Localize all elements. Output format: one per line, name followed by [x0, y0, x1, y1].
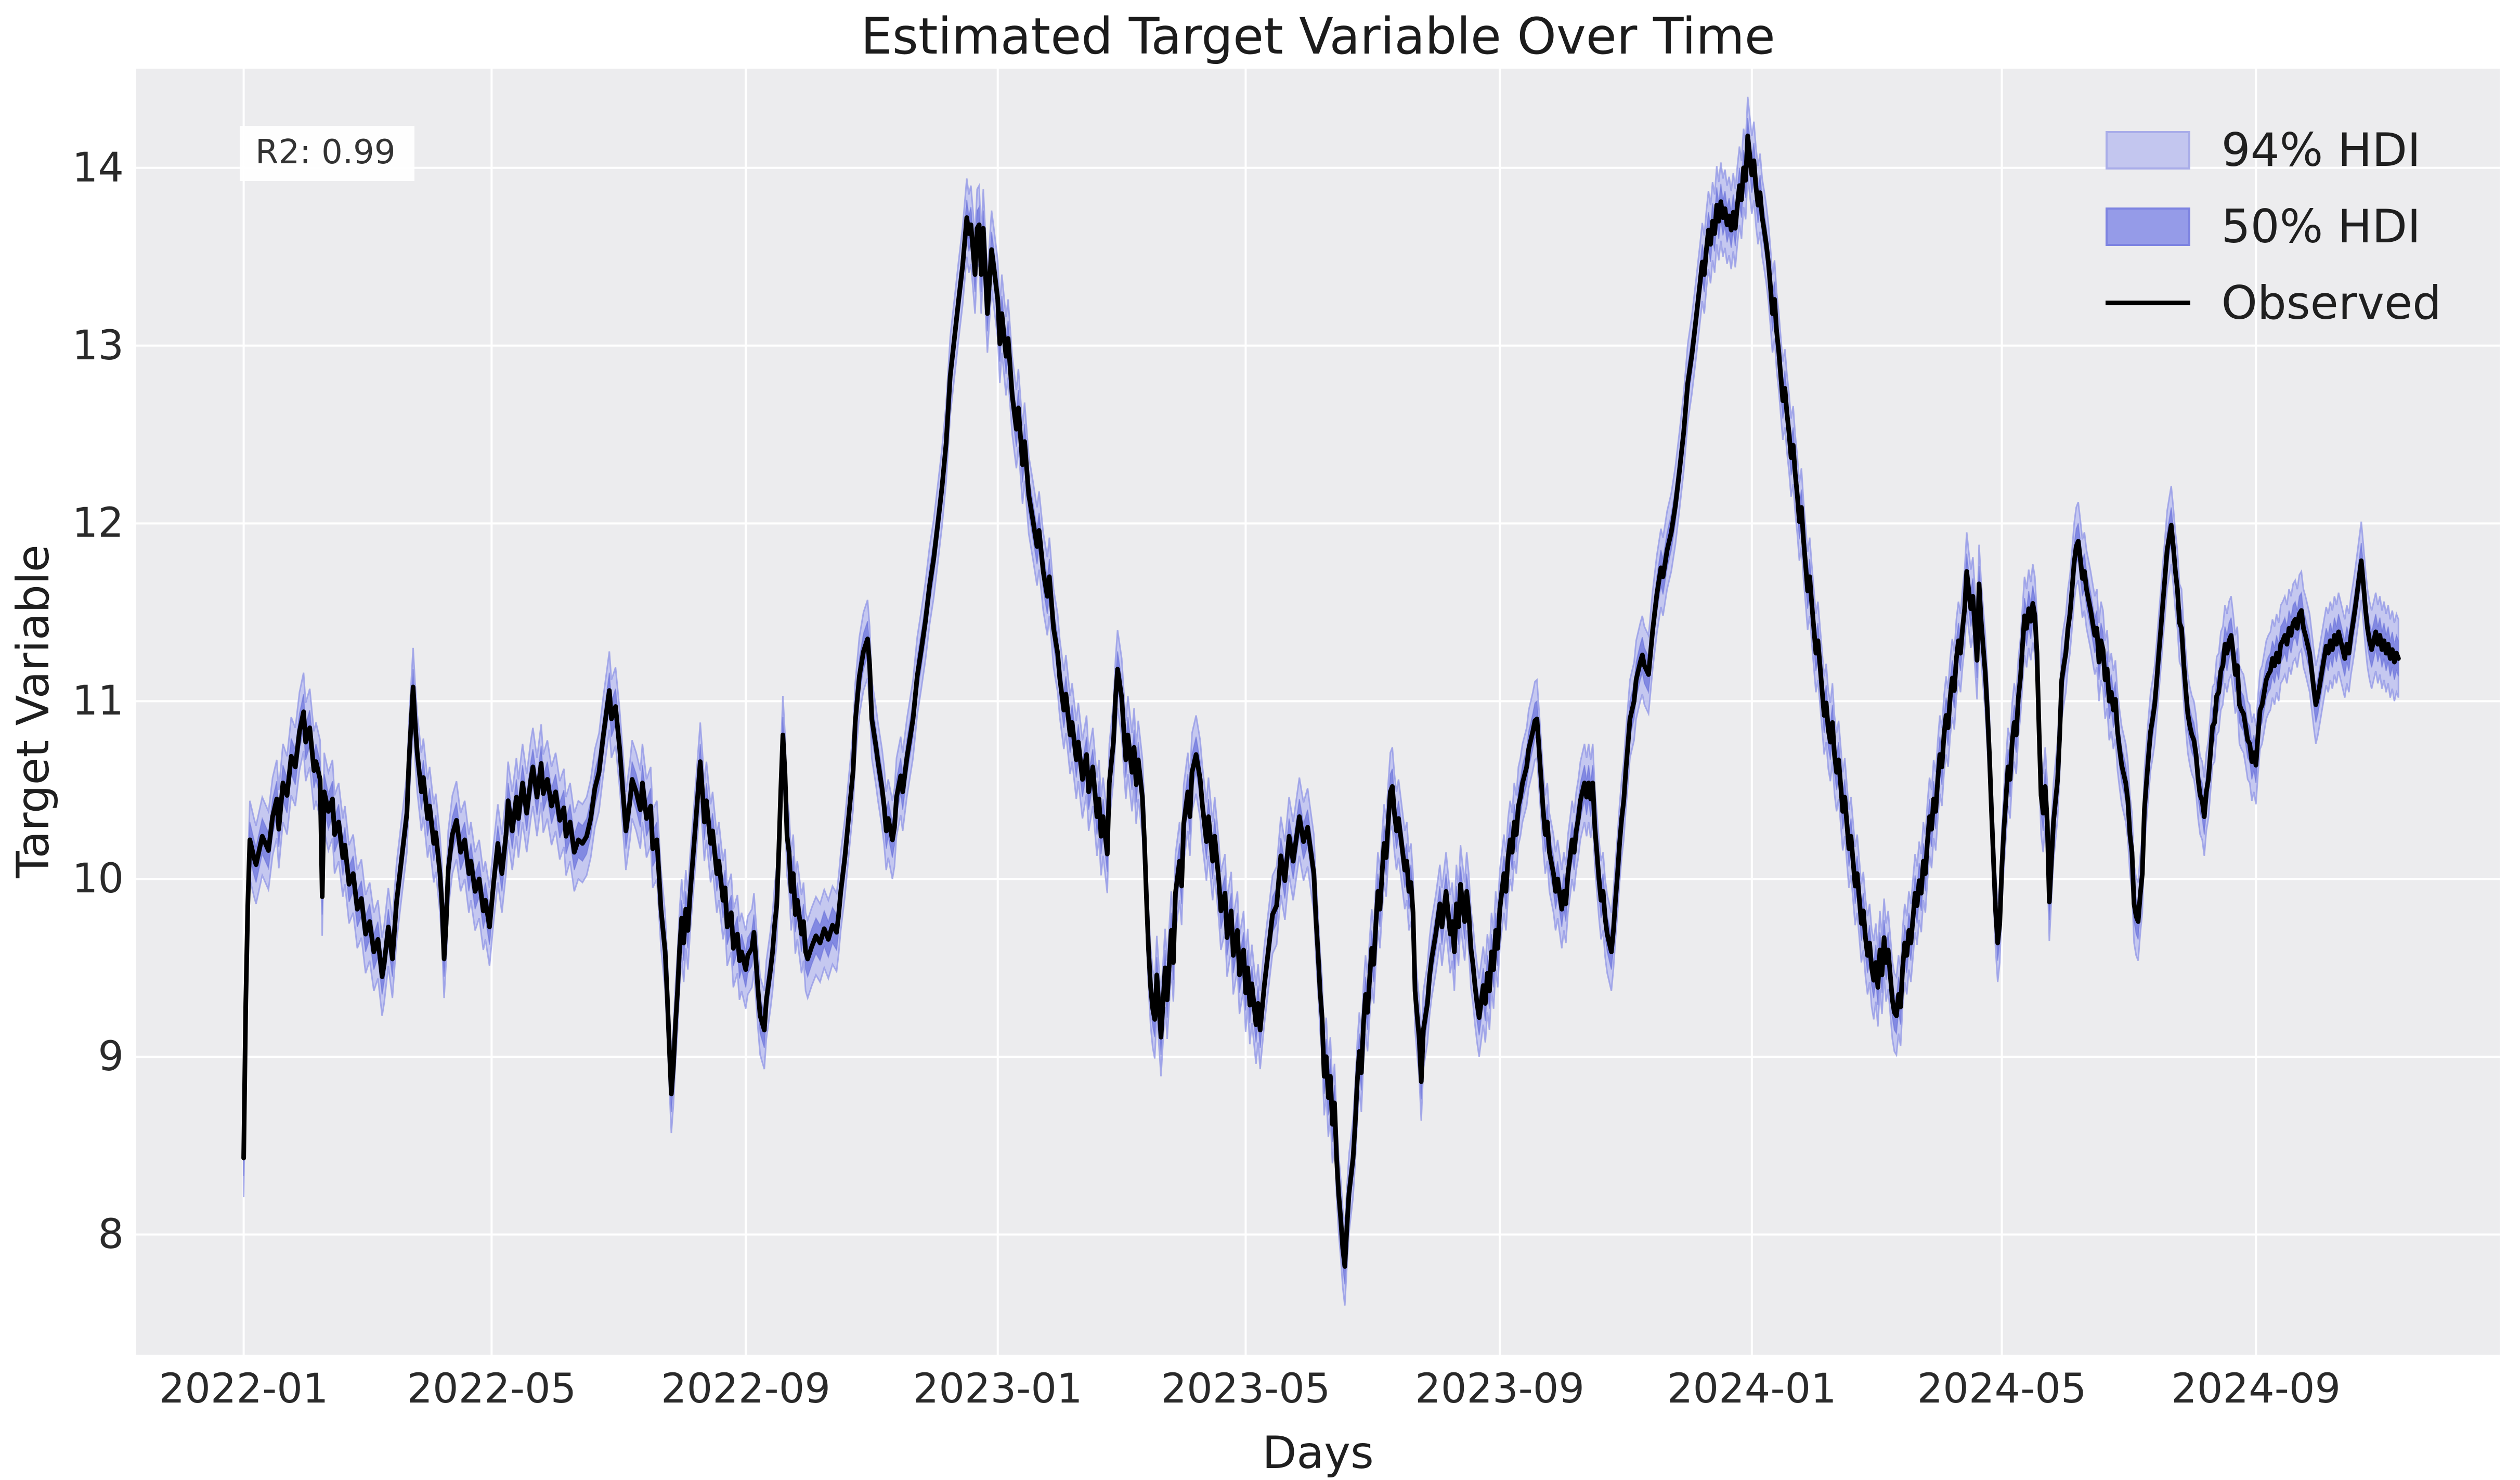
x-tick-label: 2024-05	[1917, 1366, 2087, 1412]
observed-line	[241, 133, 2401, 1269]
legend-label: 50% HDI	[2221, 200, 2421, 253]
x-tick-label: 2023-05	[1161, 1366, 1331, 1412]
x-axis-label: Days	[1262, 1427, 1374, 1479]
y-tick-label: 11	[72, 678, 124, 725]
y-tick-label: 14	[72, 144, 124, 191]
x-tick-label: 2023-09	[1415, 1366, 1585, 1412]
legend-row-50-hdi: 50% HDI	[2105, 188, 2441, 265]
legend-label: Observed	[2221, 276, 2441, 330]
hdi94-swatch-icon	[2105, 131, 2190, 170]
legend-row-observed: Observed	[2105, 265, 2441, 341]
legend: 94% HDI 50% HDI Observed	[2105, 112, 2441, 341]
y-tick-label: 12	[72, 500, 124, 547]
x-tick-label: 2024-01	[1667, 1366, 1837, 1412]
y-tick-label: 9	[98, 1033, 124, 1081]
legend-label: 94% HDI	[2221, 123, 2421, 177]
y-tick-label: 13	[72, 322, 124, 369]
x-tick-label: 2022-05	[407, 1366, 577, 1412]
observed-line-swatch-icon	[2105, 301, 2190, 305]
r2-annotation: R2: 0.99	[240, 126, 414, 181]
y-tick-label: 10	[72, 855, 124, 903]
y-tick-label: 8	[98, 1211, 124, 1258]
x-tick-label: 2022-09	[661, 1366, 830, 1412]
hdi50-swatch-icon	[2105, 207, 2190, 246]
chart-canvas	[136, 69, 2500, 1355]
chart-title: Estimated Target Variable Over Time	[861, 7, 1775, 66]
x-tick-label: 2023-01	[913, 1366, 1083, 1412]
legend-row-94-hdi: 94% HDI	[2105, 112, 2441, 188]
x-tick-label: 2024-09	[2171, 1366, 2341, 1412]
y-axis-label: Target Variable	[7, 544, 59, 878]
x-tick-label: 2022-01	[159, 1366, 329, 1412]
plot-area: R2: 0.99 94% HDI 50% HDI Observed	[136, 69, 2500, 1355]
